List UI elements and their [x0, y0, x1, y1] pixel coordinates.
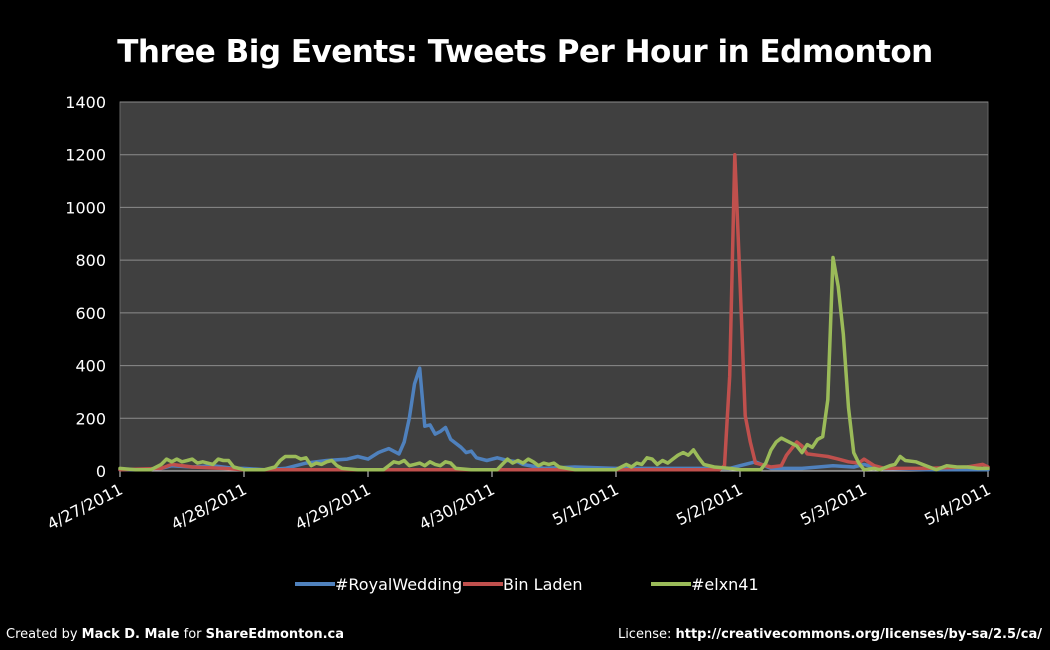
y-tick-label: 1000 [65, 198, 106, 217]
series-lines [118, 152, 990, 472]
license-url: http://creativecommons.org/licenses/by-s… [675, 627, 1042, 642]
credit-line: Created by Mack D. Male for ShareEdmonto… [6, 627, 344, 642]
y-tick-label: 600 [75, 304, 106, 323]
y-tick-label: 400 [75, 357, 106, 376]
x-tick-label: 5/4/2011 [921, 480, 994, 530]
plot-area [119, 101, 989, 472]
chart-title: Three Big Events: Tweets Per Hour in Edm… [117, 34, 933, 70]
credit-for: for [179, 627, 206, 642]
x-tick-label: 4/29/2011 [292, 480, 374, 534]
y-tick-label: 200 [75, 409, 106, 428]
y-tick-label: 1400 [65, 93, 106, 112]
author-name: Mack D. Male [81, 627, 180, 642]
legend: #RoyalWedding Bin Laden #elxn41 [295, 575, 759, 594]
license-line: License: http://creativecommons.org/lice… [618, 627, 1042, 642]
y-tick-label: 800 [75, 251, 106, 270]
series-line-2 [118, 255, 990, 472]
y-tick-label: 1200 [65, 146, 106, 165]
x-tick-label: 5/1/2011 [549, 480, 622, 530]
x-tick-label: 5/2/2011 [673, 480, 746, 530]
y-tick-label: 0 [96, 462, 106, 481]
license-label: License: [617, 627, 676, 642]
legend-label-0: #RoyalWedding [335, 575, 462, 594]
x-tick-label: 4/28/2011 [168, 480, 250, 534]
site-name: ShareEdmonton.ca [205, 627, 344, 642]
x-tick-label: 4/27/2011 [44, 480, 126, 534]
credit-prefix: Created by [6, 627, 82, 642]
gridlines [120, 101, 988, 419]
legend-label-1: Bin Laden [503, 575, 583, 594]
x-tick-label: 5/3/2011 [797, 480, 870, 530]
x-tick-label: 4/30/2011 [416, 480, 498, 534]
legend-label-2: #elxn41 [691, 575, 759, 594]
